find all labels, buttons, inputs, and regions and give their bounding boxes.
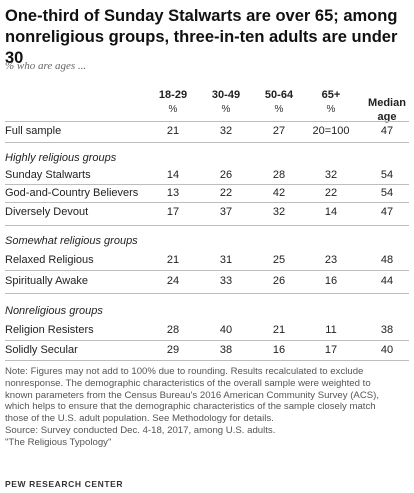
- cell-spiritually-awake-median: 44: [380, 275, 394, 287]
- cell-diversely-devout-50-64: 32: [272, 206, 286, 218]
- cell-solidly-secular-50-64: 16: [272, 344, 286, 356]
- note-line: nonresponse. The demographic characteris…: [5, 377, 371, 389]
- row-divider: [5, 340, 409, 341]
- cell-god-country-65-plus: 22: [324, 187, 338, 199]
- cell-solidly-secular-65-plus: 17: [324, 344, 338, 356]
- cell-religion-resisters-18-29: 28: [166, 324, 180, 336]
- table-bottom-rule: [5, 360, 409, 361]
- chart-notes: Note: Figures may not add to 100% due to…: [5, 366, 411, 449]
- chart-subtitle: % who are ages ...: [5, 60, 87, 72]
- column-header-50-64: 50-64: [264, 89, 294, 101]
- source-line: Source: Survey conducted Dec. 4-18, 2017…: [5, 424, 276, 436]
- column-header-65-plus: 65+: [321, 89, 341, 101]
- row-divider: [5, 225, 409, 226]
- row-divider: [5, 142, 409, 143]
- row-divider: [5, 270, 409, 271]
- row-divider: [5, 202, 409, 203]
- cell-relaxed-religious-30-49: 31: [219, 254, 233, 266]
- row-label-religion-resisters: Religion Resisters: [5, 324, 94, 336]
- cell-solidly-secular-30-49: 38: [219, 344, 233, 356]
- note-line: those of the U.S. adult population. See …: [5, 413, 274, 425]
- group-label-nonreligious: Nonreligious groups: [5, 305, 103, 317]
- cell-full-sample-median: 47: [380, 125, 394, 137]
- cell-relaxed-religious-65-plus: 23: [324, 254, 338, 266]
- cell-sunday-stalwarts-65-plus: 32: [324, 169, 338, 181]
- column-unit-30-49: %: [221, 104, 231, 115]
- cell-diversely-devout-18-29: 17: [166, 206, 180, 218]
- cell-god-country-18-29: 13: [166, 187, 180, 199]
- cell-diversely-devout-65-plus: 14: [324, 206, 338, 218]
- median-header-line-1: Median: [368, 97, 406, 109]
- source-line: "The Religious Typology": [5, 436, 112, 448]
- row-divider: [5, 184, 409, 185]
- column-unit-65-plus: %: [326, 104, 336, 115]
- cell-spiritually-awake-50-64: 26: [272, 275, 286, 287]
- brand-label: PEW RESEARCH CENTER: [5, 479, 124, 489]
- cell-full-sample-50-64: 27: [272, 125, 286, 137]
- cell-god-country-50-64: 42: [272, 187, 286, 199]
- column-header-30-49: 30-49: [211, 89, 241, 101]
- chart-title: One-third of Sunday Stalwarts are over 6…: [5, 6, 409, 69]
- cell-god-country-30-49: 22: [219, 187, 233, 199]
- cell-spiritually-awake-18-29: 24: [166, 275, 180, 287]
- cell-diversely-devout-median: 47: [380, 206, 394, 218]
- cell-religion-resisters-50-64: 21: [272, 324, 286, 336]
- cell-spiritually-awake-65-plus: 16: [324, 275, 338, 287]
- row-divider: [5, 121, 409, 122]
- column-header-median-age: Median age: [362, 96, 412, 124]
- cell-sunday-stalwarts-50-64: 28: [272, 169, 286, 181]
- row-label-god-and-country-believers: God-and-Country Believers: [5, 187, 139, 199]
- row-label-spiritually-awake: Spiritually Awake: [5, 275, 88, 287]
- column-unit-50-64: %: [274, 104, 284, 115]
- cell-relaxed-religious-50-64: 25: [272, 254, 286, 266]
- median-header-line-2: age: [377, 111, 397, 123]
- cell-diversely-devout-30-49: 37: [219, 206, 233, 218]
- cell-full-sample-65-plus: 20=100: [312, 125, 350, 137]
- title-line-2: nonreligious groups, three-in-ten adults…: [5, 28, 398, 67]
- cell-religion-resisters-65-plus: 11: [325, 324, 337, 336]
- note-line: known parameters from the Census Bureau'…: [5, 389, 380, 401]
- cell-religion-resisters-30-49: 40: [219, 324, 233, 336]
- note-line: Note: Figures may not add to 100% due to…: [5, 366, 364, 377]
- row-label-diversely-devout: Diversely Devout: [5, 206, 89, 218]
- cell-relaxed-religious-18-29: 21: [166, 254, 180, 266]
- cell-sunday-stalwarts-30-49: 26: [219, 169, 233, 181]
- row-label-solidly-secular: Solidly Secular: [5, 344, 78, 356]
- cell-religion-resisters-median: 38: [380, 324, 394, 336]
- group-label-somewhat-religious: Somewhat religious groups: [5, 235, 138, 247]
- column-header-18-29: 18-29: [158, 89, 188, 101]
- cell-sunday-stalwarts-18-29: 14: [166, 169, 180, 181]
- row-divider: [5, 293, 409, 294]
- cell-solidly-secular-18-29: 29: [166, 344, 180, 356]
- note-line: which helps to ensure that the demograph…: [5, 401, 376, 413]
- row-label-full-sample: Full sample: [5, 125, 62, 137]
- cell-full-sample-30-49: 32: [219, 125, 233, 137]
- cell-spiritually-awake-30-49: 33: [219, 275, 233, 287]
- cell-god-country-median: 54: [380, 187, 394, 199]
- group-label-highly-religious: Highly religious groups: [5, 152, 117, 164]
- cell-relaxed-religious-median: 48: [380, 254, 394, 266]
- cell-sunday-stalwarts-median: 54: [380, 169, 394, 181]
- cell-solidly-secular-median: 40: [380, 344, 394, 356]
- column-unit-18-29: %: [168, 104, 178, 115]
- cell-full-sample-18-29: 21: [166, 125, 180, 137]
- row-label-relaxed-religious: Relaxed Religious: [5, 254, 94, 266]
- row-label-sunday-stalwarts: Sunday Stalwarts: [5, 169, 91, 181]
- title-line-1: One-third of Sunday Stalwarts are over 6…: [5, 7, 398, 25]
